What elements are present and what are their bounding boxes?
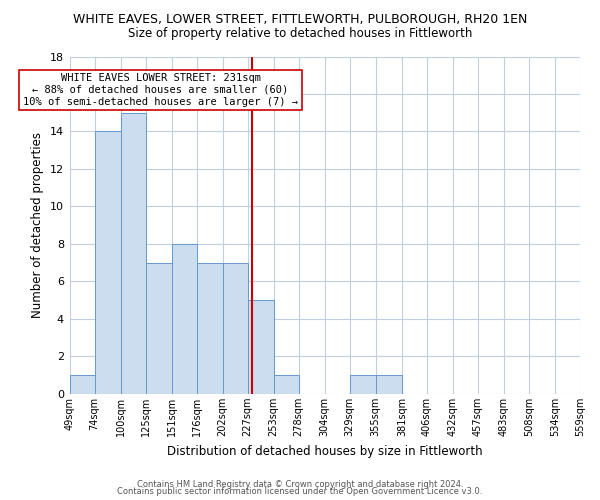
Bar [350,375,376,394]
Bar [223,262,248,394]
Bar [95,132,121,394]
X-axis label: Distribution of detached houses by size in Fittleworth: Distribution of detached houses by size … [167,444,482,458]
Bar [172,244,197,394]
Bar [146,262,172,394]
Y-axis label: Number of detached properties: Number of detached properties [31,132,44,318]
Bar [197,262,223,394]
Bar [121,112,146,394]
Bar [274,375,299,394]
Text: Size of property relative to detached houses in Fittleworth: Size of property relative to detached ho… [128,28,472,40]
Text: WHITE EAVES LOWER STREET: 231sqm
← 88% of detached houses are smaller (60)
10% o: WHITE EAVES LOWER STREET: 231sqm ← 88% o… [23,74,298,106]
Bar [248,300,274,394]
Text: Contains public sector information licensed under the Open Government Licence v3: Contains public sector information licen… [118,488,482,496]
Bar [376,375,402,394]
Text: Contains HM Land Registry data © Crown copyright and database right 2024.: Contains HM Land Registry data © Crown c… [137,480,463,489]
Text: WHITE EAVES, LOWER STREET, FITTLEWORTH, PULBOROUGH, RH20 1EN: WHITE EAVES, LOWER STREET, FITTLEWORTH, … [73,12,527,26]
Bar [70,375,95,394]
